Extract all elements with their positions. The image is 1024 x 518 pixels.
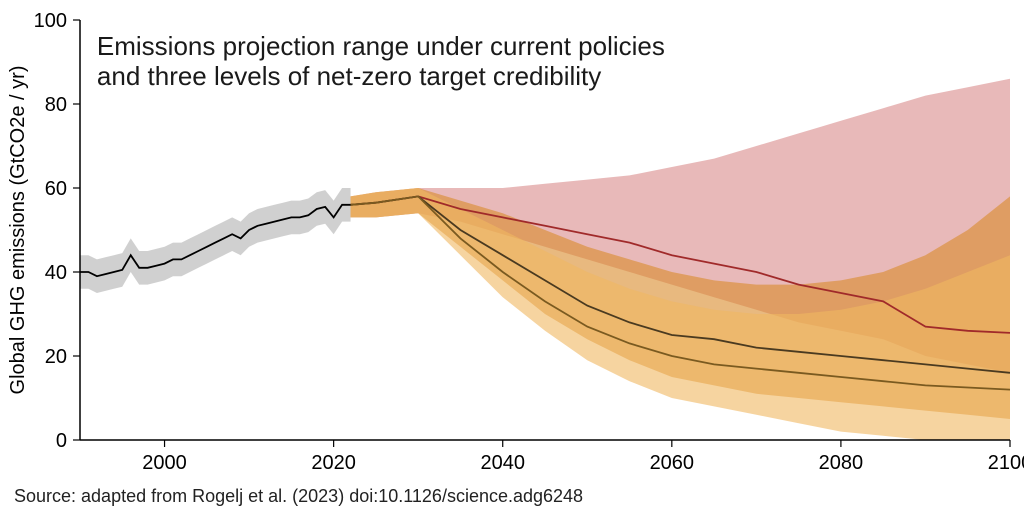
x-tick-label: 2040 [480, 452, 525, 474]
emissions-chart: 200020202040206020802100020406080100Glob… [0, 0, 1024, 518]
y-axis-label: Global GHG emissions (GtCO2e / yr) [7, 66, 29, 395]
y-tick-label: 40 [45, 262, 67, 284]
chart-title-line: Emissions projection range under current… [97, 31, 665, 61]
y-tick-label: 80 [45, 94, 67, 116]
chart-svg: 200020202040206020802100020406080100Glob… [0, 0, 1024, 518]
source-caption: Source: adapted from Rogelj et al. (2023… [14, 486, 583, 506]
x-tick-label: 2080 [819, 452, 864, 474]
y-tick-label: 60 [45, 178, 67, 200]
y-tick-label: 100 [34, 10, 67, 32]
x-tick-label: 2020 [311, 452, 356, 474]
historical-band [80, 188, 351, 293]
x-tick-label: 2060 [650, 452, 695, 474]
y-tick-label: 0 [56, 430, 67, 452]
chart-title-line: and three levels of net-zero target cred… [97, 61, 601, 91]
y-tick-label: 20 [45, 346, 67, 368]
x-tick-label: 2000 [142, 452, 187, 474]
x-tick-label: 2100 [988, 452, 1024, 474]
